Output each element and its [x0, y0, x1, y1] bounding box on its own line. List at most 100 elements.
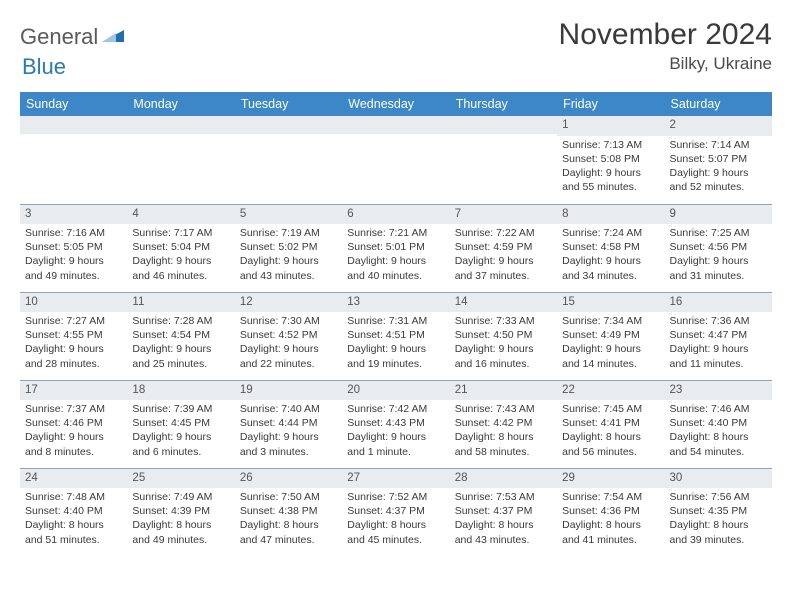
calendar-cell: 24Sunrise: 7:48 AMSunset: 4:40 PMDayligh… — [20, 468, 127, 556]
daylight-text: Daylight: 9 hours and 6 minutes. — [132, 430, 229, 458]
col-friday: Friday — [557, 92, 664, 116]
sunrise-text: Sunrise: 7:36 AM — [670, 314, 767, 328]
calendar-week-row: 17Sunrise: 7:37 AMSunset: 4:46 PMDayligh… — [20, 380, 772, 468]
sunrise-text: Sunrise: 7:21 AM — [347, 226, 444, 240]
sunrise-text: Sunrise: 7:52 AM — [347, 490, 444, 504]
day-content: Sunrise: 7:54 AMSunset: 4:36 PMDaylight:… — [557, 488, 664, 551]
brand-word2: Blue — [22, 54, 66, 80]
calendar-cell — [127, 116, 234, 204]
brand-logo: General — [20, 24, 124, 50]
sunrise-text: Sunrise: 7:17 AM — [132, 226, 229, 240]
brand-word1: General — [20, 24, 98, 50]
day-number: 27 — [342, 469, 449, 489]
calendar-cell: 3Sunrise: 7:16 AMSunset: 5:05 PMDaylight… — [20, 204, 127, 292]
day-content: Sunrise: 7:33 AMSunset: 4:50 PMDaylight:… — [450, 312, 557, 375]
daylight-text: Daylight: 9 hours and 37 minutes. — [455, 254, 552, 282]
day-number: 10 — [20, 293, 127, 313]
sunrise-text: Sunrise: 7:19 AM — [240, 226, 337, 240]
sunset-text: Sunset: 4:52 PM — [240, 328, 337, 342]
daylight-text: Daylight: 8 hours and 49 minutes. — [132, 518, 229, 546]
sunrise-text: Sunrise: 7:27 AM — [25, 314, 122, 328]
sunset-text: Sunset: 4:44 PM — [240, 416, 337, 430]
calendar-cell: 18Sunrise: 7:39 AMSunset: 4:45 PMDayligh… — [127, 380, 234, 468]
daylight-text: Daylight: 9 hours and 8 minutes. — [25, 430, 122, 458]
daylight-text: Daylight: 9 hours and 28 minutes. — [25, 342, 122, 370]
sunrise-text: Sunrise: 7:16 AM — [25, 226, 122, 240]
sunset-text: Sunset: 5:05 PM — [25, 240, 122, 254]
sunset-text: Sunset: 5:07 PM — [670, 152, 767, 166]
day-content — [127, 134, 234, 140]
daylight-text: Daylight: 9 hours and 43 minutes. — [240, 254, 337, 282]
calendar-week-row: 3Sunrise: 7:16 AMSunset: 5:05 PMDaylight… — [20, 204, 772, 292]
calendar-cell: 13Sunrise: 7:31 AMSunset: 4:51 PMDayligh… — [342, 292, 449, 380]
sunset-text: Sunset: 5:04 PM — [132, 240, 229, 254]
day-number: 9 — [665, 205, 772, 225]
day-number: 13 — [342, 293, 449, 313]
sunrise-text: Sunrise: 7:34 AM — [562, 314, 659, 328]
sunset-text: Sunset: 4:35 PM — [670, 504, 767, 518]
sunrise-text: Sunrise: 7:25 AM — [670, 226, 767, 240]
day-content: Sunrise: 7:25 AMSunset: 4:56 PMDaylight:… — [665, 224, 772, 287]
calendar-cell — [235, 116, 342, 204]
sunset-text: Sunset: 4:37 PM — [455, 504, 552, 518]
title-block: November 2024 Bilky, Ukraine — [559, 18, 772, 74]
day-number — [235, 116, 342, 134]
day-number: 8 — [557, 205, 664, 225]
calendar-cell: 1Sunrise: 7:13 AMSunset: 5:08 PMDaylight… — [557, 116, 664, 204]
sunrise-text: Sunrise: 7:13 AM — [562, 138, 659, 152]
col-monday: Monday — [127, 92, 234, 116]
day-content: Sunrise: 7:28 AMSunset: 4:54 PMDaylight:… — [127, 312, 234, 375]
daylight-text: Daylight: 9 hours and 16 minutes. — [455, 342, 552, 370]
sunset-text: Sunset: 4:41 PM — [562, 416, 659, 430]
calendar-cell: 23Sunrise: 7:46 AMSunset: 4:40 PMDayligh… — [665, 380, 772, 468]
daylight-text: Daylight: 8 hours and 43 minutes. — [455, 518, 552, 546]
sunset-text: Sunset: 4:49 PM — [562, 328, 659, 342]
sunset-text: Sunset: 5:02 PM — [240, 240, 337, 254]
day-content: Sunrise: 7:45 AMSunset: 4:41 PMDaylight:… — [557, 400, 664, 463]
calendar-cell: 21Sunrise: 7:43 AMSunset: 4:42 PMDayligh… — [450, 380, 557, 468]
col-tuesday: Tuesday — [235, 92, 342, 116]
calendar-cell: 9Sunrise: 7:25 AMSunset: 4:56 PMDaylight… — [665, 204, 772, 292]
day-number: 23 — [665, 381, 772, 401]
sunset-text: Sunset: 4:45 PM — [132, 416, 229, 430]
day-number: 4 — [127, 205, 234, 225]
calendar-cell: 28Sunrise: 7:53 AMSunset: 4:37 PMDayligh… — [450, 468, 557, 556]
day-content: Sunrise: 7:16 AMSunset: 5:05 PMDaylight:… — [20, 224, 127, 287]
day-content — [342, 134, 449, 140]
daylight-text: Daylight: 8 hours and 47 minutes. — [240, 518, 337, 546]
daylight-text: Daylight: 9 hours and 40 minutes. — [347, 254, 444, 282]
daylight-text: Daylight: 9 hours and 46 minutes. — [132, 254, 229, 282]
sunrise-text: Sunrise: 7:24 AM — [562, 226, 659, 240]
daylight-text: Daylight: 9 hours and 14 minutes. — [562, 342, 659, 370]
calendar-cell: 15Sunrise: 7:34 AMSunset: 4:49 PMDayligh… — [557, 292, 664, 380]
calendar-table: Sunday Monday Tuesday Wednesday Thursday… — [20, 92, 772, 556]
day-number: 22 — [557, 381, 664, 401]
calendar-cell: 16Sunrise: 7:36 AMSunset: 4:47 PMDayligh… — [665, 292, 772, 380]
day-content: Sunrise: 7:30 AMSunset: 4:52 PMDaylight:… — [235, 312, 342, 375]
daylight-text: Daylight: 8 hours and 41 minutes. — [562, 518, 659, 546]
sunset-text: Sunset: 4:50 PM — [455, 328, 552, 342]
day-number: 24 — [20, 469, 127, 489]
sunrise-text: Sunrise: 7:49 AM — [132, 490, 229, 504]
sunrise-text: Sunrise: 7:54 AM — [562, 490, 659, 504]
sunset-text: Sunset: 4:42 PM — [455, 416, 552, 430]
daylight-text: Daylight: 9 hours and 25 minutes. — [132, 342, 229, 370]
day-content: Sunrise: 7:40 AMSunset: 4:44 PMDaylight:… — [235, 400, 342, 463]
calendar-cell: 17Sunrise: 7:37 AMSunset: 4:46 PMDayligh… — [20, 380, 127, 468]
col-wednesday: Wednesday — [342, 92, 449, 116]
sunset-text: Sunset: 4:39 PM — [132, 504, 229, 518]
calendar-cell — [342, 116, 449, 204]
day-number — [127, 116, 234, 134]
calendar-week-row: 1Sunrise: 7:13 AMSunset: 5:08 PMDaylight… — [20, 116, 772, 204]
day-number: 3 — [20, 205, 127, 225]
daylight-text: Daylight: 9 hours and 1 minute. — [347, 430, 444, 458]
calendar-cell: 11Sunrise: 7:28 AMSunset: 4:54 PMDayligh… — [127, 292, 234, 380]
calendar-week-row: 24Sunrise: 7:48 AMSunset: 4:40 PMDayligh… — [20, 468, 772, 556]
sunrise-text: Sunrise: 7:56 AM — [670, 490, 767, 504]
day-number: 26 — [235, 469, 342, 489]
day-content: Sunrise: 7:13 AMSunset: 5:08 PMDaylight:… — [557, 136, 664, 199]
day-content: Sunrise: 7:43 AMSunset: 4:42 PMDaylight:… — [450, 400, 557, 463]
day-number: 19 — [235, 381, 342, 401]
calendar-cell: 10Sunrise: 7:27 AMSunset: 4:55 PMDayligh… — [20, 292, 127, 380]
daylight-text: Daylight: 9 hours and 22 minutes. — [240, 342, 337, 370]
